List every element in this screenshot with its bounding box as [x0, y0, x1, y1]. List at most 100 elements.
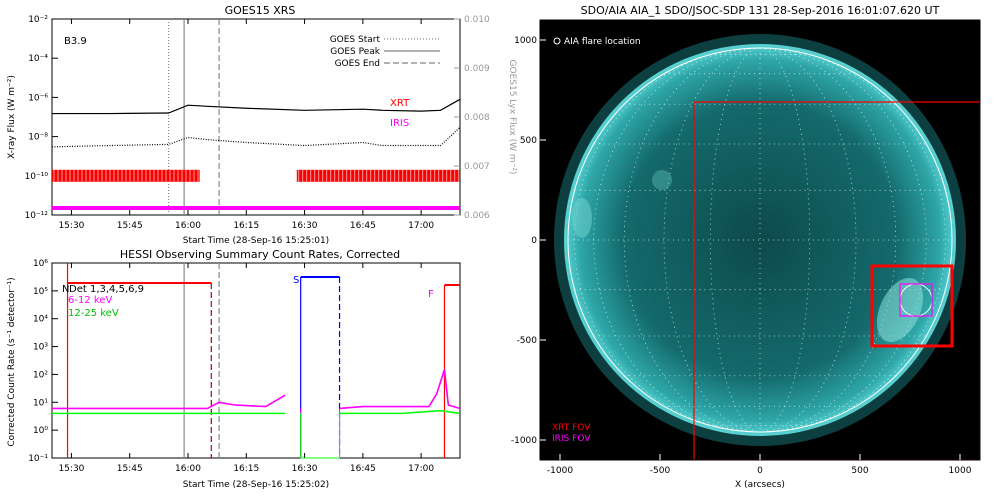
aia-flare-legend-symbol: [553, 37, 561, 45]
goes-ylabel-left: X-ray Flux (W m⁻²): [7, 75, 17, 159]
hessi-y-tick-label: 10⁶: [33, 259, 48, 269]
goes-title: GOES15 XRS: [225, 4, 296, 17]
aia-grid-meridian: [759, 47, 897, 433]
goes-y2-tick-label: 0.008: [464, 113, 490, 123]
goes-legend: GOES Start GOES Peak GOES End: [330, 35, 440, 69]
aia-flare-legend: AIA flare location: [553, 37, 641, 47]
goes-iris-label: IRIS: [390, 118, 409, 129]
goes-plot-frame: [51, 18, 461, 216]
aia-fov-overlays: [693, 101, 980, 460]
goes-flare-class: B3.9: [64, 36, 87, 47]
aia-iris-fov-label: IRIS FOV: [552, 434, 591, 444]
goes-xrt-coverage-bar: [296, 169, 460, 182]
aia-title: SDO/AIA AIA_1 SDO/JSOC-SDP 131 28-Sep-20…: [581, 4, 940, 17]
aia-x-tick-label: -1000: [547, 466, 573, 476]
hessi-series-6-12: 6-12 keV: [68, 295, 112, 306]
aia-y-tick-label: 0: [531, 236, 537, 246]
goes-y-tick-label: 10⁻¹⁰: [25, 172, 49, 182]
goes-marks: [51, 19, 461, 215]
legend-goes-peak: GOES Peak: [330, 47, 380, 57]
hessi-y-tick-label: 10¹: [33, 398, 48, 408]
hessi-saa-marker: S: [293, 275, 299, 286]
hessi-series-line: [339, 369, 461, 410]
hessi-x-tick-label: 15:30: [58, 464, 84, 474]
aia-xrt-fov-large: [693, 101, 980, 460]
hessi-ylabel: Corrected Count Rate (s⁻¹ detector⁻¹): [7, 277, 17, 446]
aia-y-tick-label: -500: [517, 336, 538, 346]
goes-x-tick-label: 15:45: [117, 221, 143, 231]
goes-y-tick-label: 10⁻⁶: [28, 93, 48, 103]
hessi-axes: 15:30 15:45 16:00 16:15 16:30 16:45 17:00 10⁻¹ 1…: [28, 259, 434, 474]
goes-x-tick-label: 16:15: [233, 221, 259, 231]
aia-bright-region-mid: [652, 170, 672, 190]
hessi-y-tick-label: 10³: [33, 343, 48, 353]
goes-xlabel: Start Time (28-Sep-16 15:25:01): [183, 236, 329, 246]
hessi-x-tick-label: 15:45: [117, 464, 143, 474]
hessi-series-saa-gap: [300, 413, 341, 459]
hessi-y-tick-label: 10⁻¹: [28, 454, 48, 464]
goes-y2-tick-label: 0.006: [464, 211, 490, 221]
aia-y-tick-label: 1000: [514, 36, 537, 46]
hessi-panel: HESSI Observing Summary Count Rates, Cor…: [7, 248, 461, 490]
hessi-marks: [52, 263, 461, 459]
goes-x-tick-label: 16:30: [292, 221, 318, 231]
goes-y2-tick-label: 0.010: [464, 15, 490, 25]
hessi-flare-marker: F: [428, 289, 434, 300]
goes-x-tick-label: 16:45: [350, 221, 376, 231]
aia-xrt-fov-label: XRT FOV: [552, 423, 591, 433]
hessi-x-tick-label: 16:15: [233, 464, 259, 474]
hessi-y-tick-label: 10⁵: [33, 287, 48, 297]
aia-iris-fov: [899, 283, 933, 317]
hessi-xlabel: Start Time (28-Sep-16 15:25:02): [183, 480, 329, 490]
aia-xrt-fov-small: [870, 264, 954, 348]
goes-series-solid: [52, 98, 461, 115]
hessi-y-tick-label: 10⁴: [33, 315, 48, 325]
hessi-x-tick-label: 16:00: [175, 464, 201, 474]
hessi-title: HESSI Observing Summary Count Rates, Cor…: [120, 248, 400, 261]
goes-axes: 15:30 15:45 16:00 16:15 16:30 16:45 17:00 10⁻¹²…: [25, 15, 490, 231]
hessi-series-line: [339, 409, 461, 415]
goes-panel: GOES15 XRS 15:30 15:45 16:00 16:15 16:30 16:4…: [7, 4, 517, 246]
aia-lat-lon-grid: [568, 47, 952, 433]
hessi-series-12-25: 12-25 keV: [68, 308, 119, 319]
goes-xrt-label: XRT: [390, 98, 410, 109]
goes-x-tick-label: 17:00: [408, 221, 434, 231]
goes-ylabel-right: GOES15 Lyx Flux (W m⁻²): [507, 60, 517, 175]
aia-x-tick-label: 0: [757, 466, 763, 476]
goes-y2-tick-label: 0.007: [464, 162, 490, 172]
hessi-plot-frame: [51, 262, 461, 459]
aia-bright-region-east: [572, 198, 592, 238]
goes-y-tick-label: 10⁻¹²: [25, 211, 49, 221]
aia-y-tick-label: -1000: [511, 436, 537, 446]
goes-iris-coverage-bar: [52, 206, 460, 210]
hessi-series-saa-gap: [300, 408, 341, 459]
goes-y-tick-label: 10⁻⁴: [28, 54, 48, 64]
aia-flare-legend-label: AIA flare location: [564, 37, 641, 47]
aia-limb: [567, 47, 953, 433]
aia-panel: SDO/AIA AIA_1 SDO/JSOC-SDP 131 28-Sep-20…: [511, 4, 981, 490]
goes-series-dotted: [51, 126, 461, 148]
aia-x-tick-label: 1000: [949, 466, 972, 476]
hessi-x-tick-label: 16:30: [292, 464, 318, 474]
legend-goes-start: GOES Start: [330, 35, 381, 45]
aia-grid-meridian: [623, 47, 761, 433]
hessi-x-tick-label: 17:00: [408, 464, 434, 474]
aia-x-tick-label: -500: [650, 466, 671, 476]
hessi-series-line: [52, 394, 286, 410]
goes-y-tick-label: 10⁻⁸: [28, 133, 48, 143]
hessi-night-marker: N: [62, 284, 69, 295]
aia-xlabel: X (arcsecs): [735, 480, 785, 490]
hessi-y-tick-label: 10⁰: [33, 426, 48, 436]
aia-solar-disk: [564, 44, 956, 436]
hessi-x-tick-label: 16:45: [350, 464, 376, 474]
legend-goes-end: GOES End: [335, 59, 380, 69]
goes-x-tick-label: 16:00: [175, 221, 201, 231]
goes-x-tick-label: 15:30: [58, 221, 84, 231]
aia-x-tick-label: 500: [851, 466, 868, 476]
goes-y2-tick-label: 0.009: [464, 64, 490, 74]
aia-axes: -1000 -500 0 500 1000 1000 500 0 -500 -1000: [511, 36, 972, 476]
goes-y-tick-label: 10⁻²: [28, 15, 48, 25]
aia-y-tick-label: 500: [520, 136, 537, 146]
hessi-detector-label: Det 1,3,4,5,6,9: [69, 284, 144, 295]
